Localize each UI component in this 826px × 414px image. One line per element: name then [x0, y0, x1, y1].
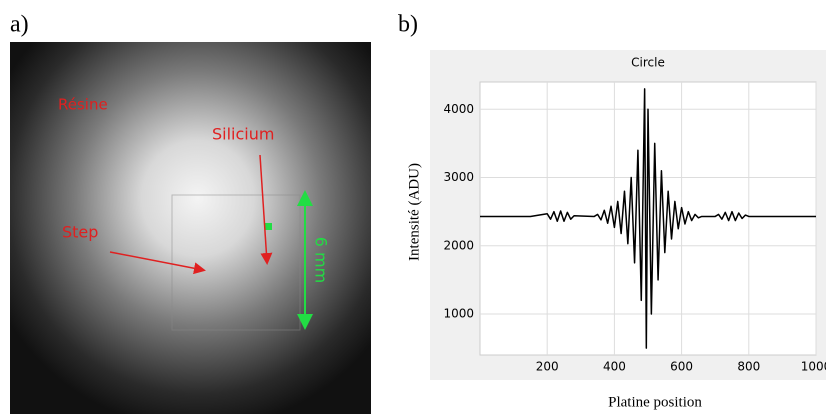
panel-label: a)	[10, 12, 29, 38]
marker	[265, 223, 272, 230]
x-tick-label: 400	[603, 360, 626, 374]
photo-label: Résine	[58, 96, 108, 114]
x-tick-label: 1000	[801, 360, 826, 374]
panel-label: b)	[398, 12, 418, 38]
y-tick-label: 4000	[443, 102, 474, 116]
signal-line	[480, 88, 816, 349]
x-tick-label: 800	[737, 360, 760, 374]
x-tick-label: 600	[670, 360, 693, 374]
y-axis-label: Intensité (ADU)	[406, 163, 422, 261]
y-tick-label: 2000	[443, 238, 474, 252]
x-axis-label: Platine position	[608, 394, 702, 410]
photo-label: Silicium	[212, 125, 274, 144]
x-tick-label: 200	[536, 360, 559, 374]
y-tick-label: 3000	[443, 170, 474, 184]
photo-label: Step	[62, 223, 98, 242]
y-tick-label: 1000	[443, 307, 474, 321]
arrow	[259, 154, 273, 265]
photo-label: 6 mm	[312, 237, 331, 283]
chart-title: Circle	[631, 56, 665, 70]
arrow	[109, 251, 206, 275]
